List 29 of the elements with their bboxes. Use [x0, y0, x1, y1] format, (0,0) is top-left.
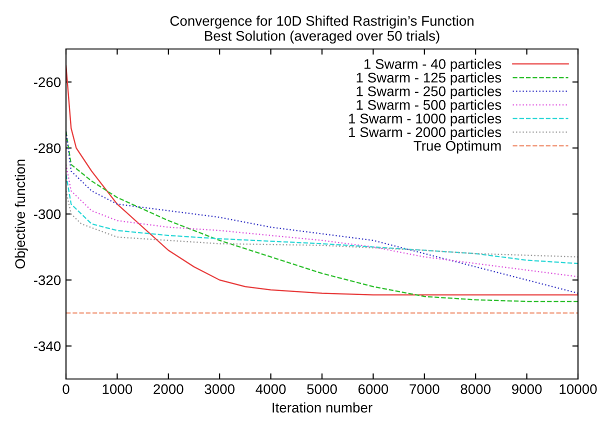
x-tick-label: 0 [62, 384, 70, 394]
y-tick-label: -280 [34, 143, 61, 154]
y-axis-title: Objective function [14, 160, 28, 269]
legend-label: 1 Swarm - 1000 particles [349, 113, 502, 126]
legend-label: 1 Swarm - 2000 particles [349, 126, 502, 140]
x-tick-label: 10000 [560, 384, 597, 394]
legend-label: True Optimum [414, 140, 501, 154]
y-tick-label: -300 [34, 209, 61, 220]
line-series [66, 164, 578, 278]
y-tick-label: -320 [34, 275, 61, 286]
x-tick-label: 1000 [102, 384, 132, 394]
x-tick-label: 7000 [410, 384, 440, 394]
x-tick-label: 6000 [358, 384, 388, 394]
legend-label: 1 Swarm - 250 particles [356, 86, 502, 99]
y-tick-label: -260 [34, 77, 61, 88]
x-tick-label: 9000 [512, 384, 542, 394]
y-tick-label: -340 [34, 341, 61, 352]
x-tick-label: 5000 [307, 384, 337, 394]
x-tick-label: 2000 [154, 384, 184, 394]
legend-label: 1 Swarm - 500 particles [356, 100, 502, 113]
legend-label: 1 Swarm - 125 particles [356, 72, 502, 86]
line-series [66, 190, 578, 258]
x-tick-label: 3000 [204, 384, 235, 394]
x-tick-label: 8000 [460, 384, 491, 394]
x-axis-title: Iteration number [272, 402, 372, 413]
legend-label: 1 Swarm - 40 particles [364, 58, 502, 72]
line-series [66, 174, 578, 264]
chart-title: Convergence for 10D Shifted Rastrigin’s Function Best Solution (averaged over 50 trials) [170, 16, 474, 44]
x-tick-label: 4000 [256, 384, 286, 394]
